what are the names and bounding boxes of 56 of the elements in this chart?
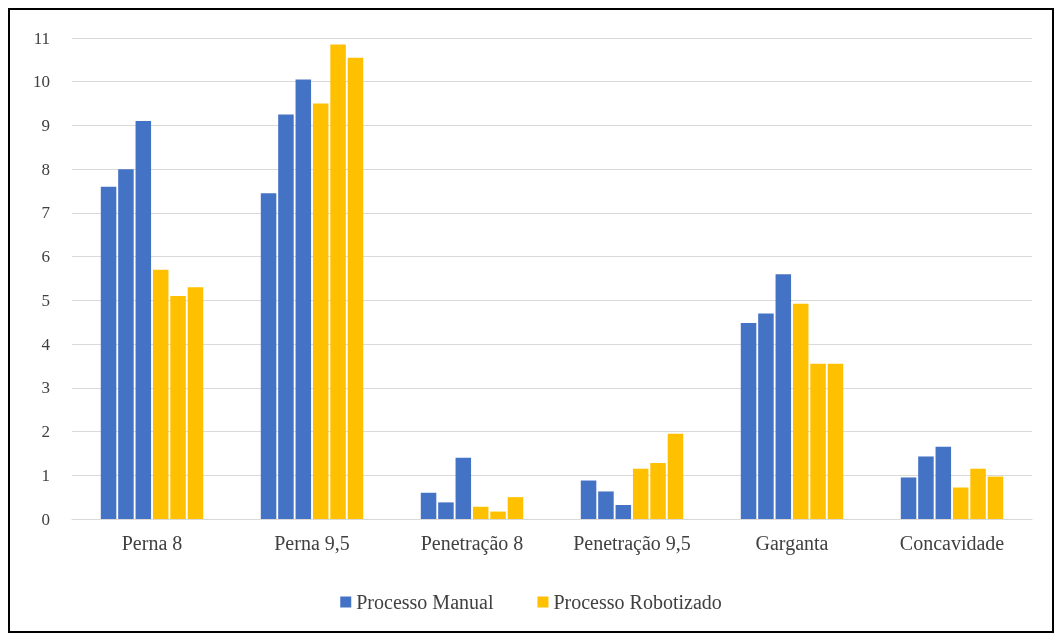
bar [347, 57, 364, 519]
bar [260, 193, 277, 519]
y-tick-label: 9 [41, 115, 50, 135]
x-tick-label: Penetração 9,5 [573, 532, 691, 555]
y-tick-label: 5 [41, 290, 50, 310]
bar [152, 269, 169, 519]
bar [615, 505, 632, 519]
y-tick-label: 11 [33, 28, 50, 48]
bar [970, 468, 986, 519]
bar [952, 487, 969, 519]
bar [758, 313, 774, 519]
y-tick-label: 7 [41, 203, 51, 223]
bar [775, 274, 792, 519]
bar [420, 492, 437, 519]
bar [827, 363, 844, 519]
bar [472, 506, 489, 519]
bar [987, 476, 1004, 519]
bar [650, 463, 666, 519]
bar [580, 480, 597, 519]
x-tick-label: Concavidade [899, 532, 1005, 554]
bar [792, 303, 809, 519]
bar [935, 446, 952, 519]
y-tick-label: 10 [33, 72, 50, 92]
bar [455, 457, 472, 519]
y-tick-label: 1 [41, 465, 50, 485]
y-tick-label: 3 [41, 378, 50, 398]
bar [490, 511, 506, 519]
y-tick-label: 8 [41, 159, 50, 179]
legend-label: Processo Manual [356, 591, 494, 613]
bar [187, 287, 204, 519]
bar [135, 121, 152, 519]
bar [632, 468, 649, 519]
x-tick-label: Penetração 8 [420, 532, 524, 555]
y-tick-label: 0 [41, 509, 50, 529]
bar [330, 44, 346, 519]
bar [918, 456, 934, 519]
bar [312, 103, 329, 519]
bar [100, 186, 117, 519]
bar [667, 433, 684, 519]
bar [170, 295, 186, 519]
y-tick-label: 2 [41, 422, 50, 442]
legend-label: Processo Robotizado [553, 591, 722, 613]
bar [810, 363, 826, 519]
y-tick-label: 4 [41, 334, 51, 354]
bar [278, 114, 294, 519]
bar [295, 79, 312, 519]
y-tick-label: 6 [41, 247, 50, 267]
x-tick-label: Perna 8 [121, 532, 183, 554]
bar [740, 323, 757, 519]
bar [900, 477, 917, 519]
x-tick-label: Perna 9,5 [274, 532, 350, 554]
bar [507, 497, 524, 519]
bar [598, 491, 614, 519]
bar [118, 169, 134, 519]
bar [438, 502, 454, 519]
x-tick-label: Garganta [755, 532, 829, 555]
